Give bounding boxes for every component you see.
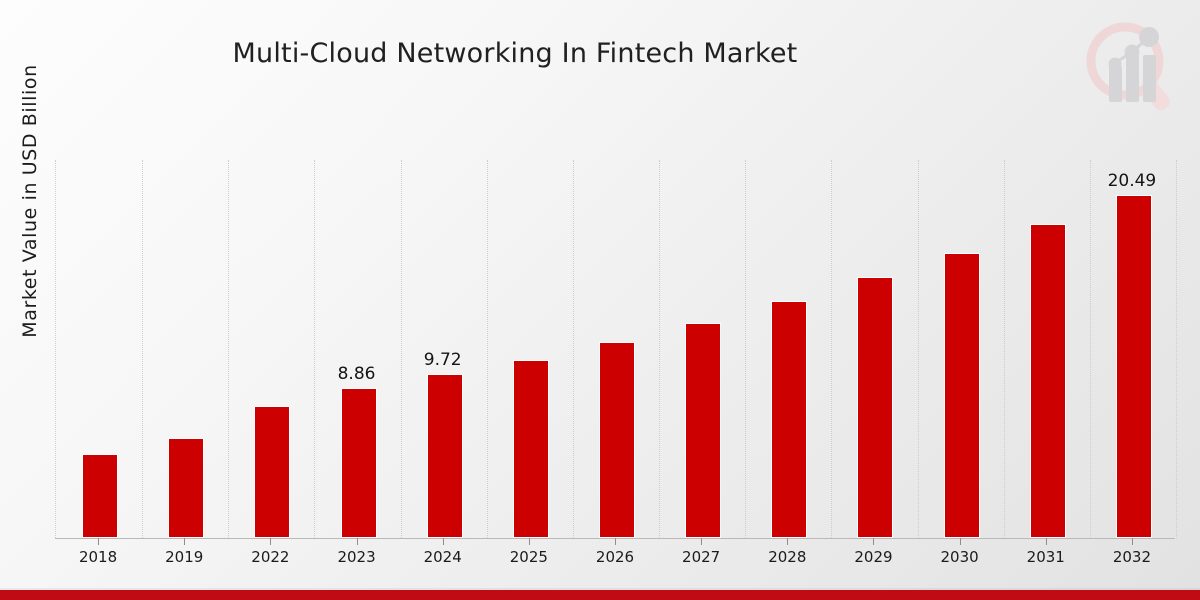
- footer-accent-band: [0, 590, 1200, 600]
- gridline: [572, 160, 574, 538]
- x-tick-2026: [615, 538, 616, 545]
- x-tick-2025: [528, 538, 530, 545]
- bar-2019[interactable]: [168, 438, 205, 538]
- x-tick-2024: [442, 538, 444, 545]
- bar-2026[interactable]: [599, 342, 635, 538]
- x-tick-label-2026: 2026: [595, 548, 635, 566]
- bar-2025[interactable]: [512, 360, 549, 538]
- chart-title: Multi-Cloud Networking In Fintech Market: [232, 38, 798, 69]
- bar-2027[interactable]: [685, 323, 722, 538]
- bar-2022[interactable]: [254, 406, 291, 538]
- bar-2032[interactable]: [1115, 195, 1152, 538]
- x-tick-2022: [270, 538, 272, 545]
- x-tick-2032: [1131, 538, 1133, 545]
- gridline: [1176, 160, 1177, 538]
- x-tick-label-2018: 2018: [78, 548, 118, 566]
- gridline: [745, 160, 747, 538]
- x-tick-label-2029: 2029: [854, 548, 893, 566]
- bar-value-label-2024: 9.72: [423, 350, 462, 370]
- x-tick-2018: [98, 538, 100, 545]
- bar-value-label-2023: 8.86: [337, 364, 376, 384]
- gridline: [1089, 160, 1091, 538]
- x-tick-2031: [1045, 538, 1047, 545]
- footer-band-shadow: [0, 588, 1200, 590]
- gridline: [831, 160, 833, 538]
- gridline: [917, 160, 919, 538]
- bar-2029[interactable]: [857, 277, 894, 538]
- bar-2024[interactable]: [426, 374, 463, 538]
- x-tick-label-2032: 2032: [1112, 548, 1152, 566]
- gridline: [228, 160, 230, 538]
- bar-2023[interactable]: [340, 388, 377, 538]
- bar-value-label-2032: 20.49: [1107, 171, 1157, 191]
- bar-2030[interactable]: [943, 253, 980, 538]
- x-tick-label-2028: 2028: [768, 548, 807, 566]
- gridline: [314, 160, 316, 538]
- x-tick-label-2027: 2027: [682, 548, 721, 566]
- y-axis-title: Market Value in USD Billion: [19, 64, 41, 338]
- x-tick-label-2031: 2031: [1026, 548, 1065, 566]
- plot-area: [55, 160, 1177, 538]
- x-tick-2023: [356, 538, 358, 545]
- bar-2028[interactable]: [771, 301, 808, 538]
- gridline: [400, 160, 402, 538]
- x-tick-2030: [959, 538, 961, 545]
- x-tick-label-2019: 2019: [165, 548, 204, 566]
- x-tick-2027: [701, 538, 703, 545]
- x-tick-label-2030: 2030: [940, 548, 979, 566]
- gridline: [142, 160, 144, 538]
- x-tick-label-2023: 2023: [337, 548, 376, 566]
- gridline: [659, 160, 661, 538]
- x-tick-label-2022: 2022: [251, 548, 290, 566]
- x-tick-2028: [787, 538, 789, 545]
- x-tick-label-2024: 2024: [423, 548, 462, 566]
- bar-2031[interactable]: [1029, 224, 1066, 538]
- gridline: [486, 160, 488, 538]
- x-tick-2019: [184, 538, 186, 545]
- x-tick-2029: [873, 538, 875, 545]
- bar-2018[interactable]: [82, 454, 119, 538]
- gridline: [1003, 160, 1005, 538]
- x-tick-label-2025: 2025: [509, 548, 548, 566]
- magnifier-bar-chart-logo: [1086, 22, 1170, 110]
